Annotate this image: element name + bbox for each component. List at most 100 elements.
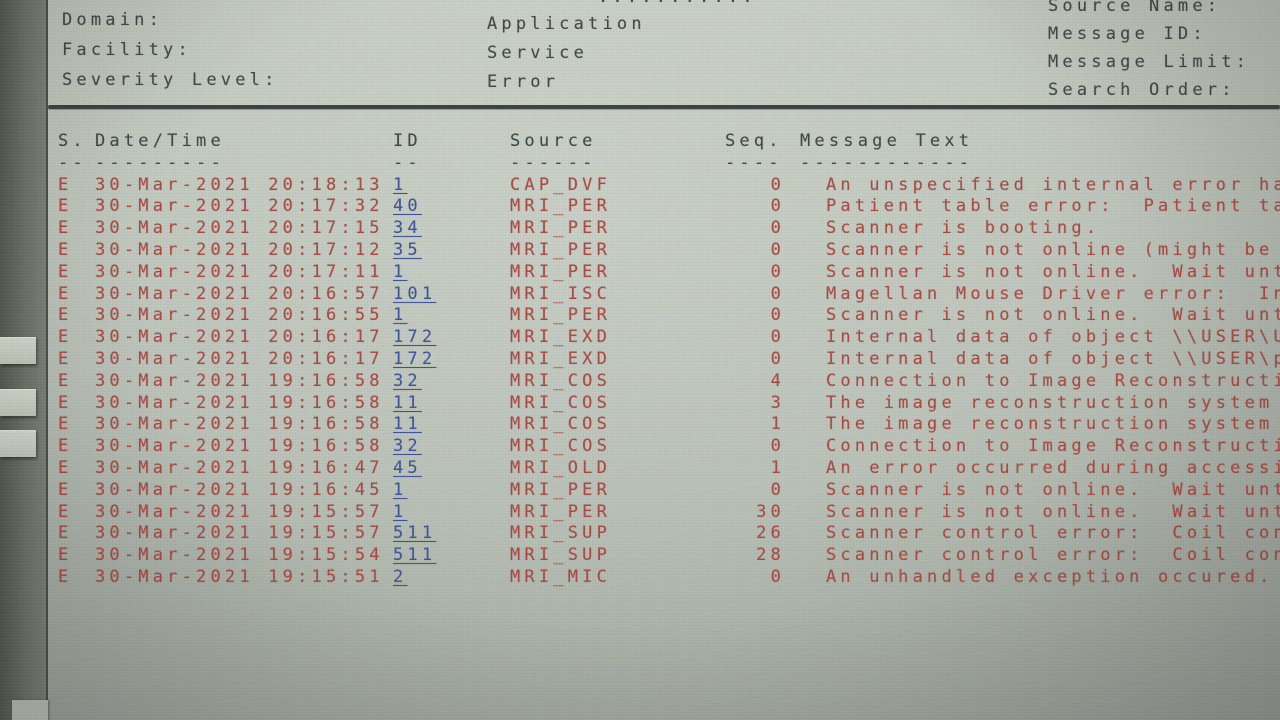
domain-value[interactable]: Application (487, 14, 646, 34)
message-id-label: Message ID: (1048, 24, 1207, 44)
severity-cell: E (58, 239, 73, 260)
severity-level-value[interactable]: Error (487, 72, 560, 92)
seq-cell: 28 (756, 545, 785, 566)
search-order-label: Search Order: (1048, 80, 1236, 100)
datetime-cell: 30-Mar-2021 20:16:55 (95, 305, 384, 326)
message-cell: Patient table error: Patient table p (826, 196, 1280, 217)
side-button-2[interactable] (0, 389, 36, 416)
seq-cell: 0 (770, 218, 785, 239)
datetime-cell: 30-Mar-2021 20:17:32 (95, 196, 384, 217)
message-id-link[interactable]: 34 (393, 218, 422, 239)
message-cell: Internal data of object \\USER\Upper (826, 327, 1280, 348)
source-cell: CAP_DVF (510, 174, 612, 195)
message-cell: Magellan Mouse Driver error: Interna (826, 283, 1280, 304)
severity-cell: E (58, 370, 73, 391)
message-id-link[interactable]: 32 (393, 370, 422, 391)
log-row: E 30-Mar-2021 19:15:57 511 MRI_SUP 26 Sc… (0, 523, 1280, 545)
seq-cell: 0 (770, 327, 785, 348)
log-row: E 30-Mar-2021 20:16:55 1 MRI_PER 0 Scann… (0, 305, 1280, 327)
seq-cell: 0 (770, 305, 785, 326)
message-id-link[interactable]: 172 (393, 327, 437, 348)
message-id-link[interactable]: 45 (393, 457, 422, 478)
log-table-header-underline: -- --------- -- ------ ---- ------------ (0, 153, 1280, 175)
facility-value[interactable]: Service (487, 43, 589, 63)
message-id-link[interactable]: 35 (393, 239, 422, 260)
source-cell: MRI_PER (510, 239, 612, 260)
source-cell: MRI_PER (510, 501, 612, 522)
dash-severity: -- (58, 152, 87, 173)
left-bezel (0, 0, 48, 720)
datetime-cell: 30-Mar-2021 19:16:58 (95, 436, 384, 457)
header-separator-line (48, 105, 1280, 109)
message-cell: Scanner is not online. Wait until bo (826, 305, 1280, 326)
datetime-cell: 30-Mar-2021 19:15:57 (95, 523, 384, 544)
bottom-left-bezel-corner (12, 700, 48, 720)
severity-cell: E (58, 348, 73, 369)
severity-cell: E (58, 196, 73, 217)
severity-cell: E (58, 327, 73, 348)
side-button-1[interactable] (0, 337, 36, 364)
seq-cell: 26 (756, 523, 785, 544)
message-id-link[interactable]: 11 (393, 392, 422, 413)
message-cell: Scanner is not online. Wait until bo (826, 501, 1280, 522)
severity-cell: E (58, 218, 73, 239)
datetime-cell: 30-Mar-2021 20:17:11 (95, 261, 384, 282)
message-id-link[interactable]: 1 (393, 501, 408, 522)
message-cell: The image reconstruction system is no (826, 392, 1274, 413)
severity-cell: E (58, 545, 73, 566)
col-header-severity: S. (58, 131, 87, 151)
source-cell: MRI_PER (510, 218, 612, 239)
datetime-cell: 30-Mar-2021 19:15:54 (95, 545, 384, 566)
datetime-cell: 30-Mar-2021 19:15:51 (95, 566, 384, 587)
log-row: E 30-Mar-2021 19:16:58 11 MRI_COS 1 The … (0, 414, 1280, 436)
message-id-link[interactable]: 32 (393, 436, 422, 457)
severity-cell: E (58, 479, 73, 500)
dash-id: -- (393, 152, 422, 173)
log-row: E 30-Mar-2021 20:16:57 101 MRI_ISC 0 Mag… (0, 284, 1280, 306)
message-cell: An error occurred during accessing db (826, 457, 1280, 478)
dash-message: ------------ (800, 152, 974, 173)
message-id-link[interactable]: 511 (393, 523, 437, 544)
log-row: E 30-Mar-2021 20:17:11 1 MRI_PER 0 Scann… (0, 262, 1280, 284)
severity-cell: E (58, 457, 73, 478)
log-row: E 30-Mar-2021 20:17:15 34 MRI_PER 0 Scan… (0, 218, 1280, 240)
log-table-header: S. Date/Time ID Source Seq. Message Text (0, 131, 1280, 153)
seq-cell: 0 (770, 174, 785, 195)
source-cell: MRI_SUP (510, 523, 612, 544)
message-id-link[interactable]: 11 (393, 414, 422, 435)
message-id-link[interactable]: 172 (393, 348, 437, 369)
log-row: E 30-Mar-2021 19:15:57 1 MRI_PER 30 Scan… (0, 502, 1280, 524)
severity-cell: E (58, 566, 73, 587)
message-id-link[interactable]: 1 (393, 174, 408, 195)
message-id-link[interactable]: 101 (393, 283, 437, 304)
message-id-link[interactable]: 2 (393, 566, 408, 587)
source-cell: MRI_COS (510, 414, 612, 435)
source-cell: MRI_EXD (510, 327, 612, 348)
dash-source: ------ (510, 152, 597, 173)
source-cell: MRI_EXD (510, 348, 612, 369)
message-id-link[interactable]: 1 (393, 305, 408, 326)
message-id-link[interactable]: 1 (393, 261, 408, 282)
datetime-cell: 30-Mar-2021 19:16:58 (95, 370, 384, 391)
source-cell: MRI_SUP (510, 545, 612, 566)
dash-datetime: --------- (95, 152, 225, 173)
datetime-cell: 30-Mar-2021 20:16:17 (95, 327, 384, 348)
severity-level-label: Severity Level: (62, 70, 279, 90)
side-button-3[interactable] (0, 430, 36, 457)
message-id-link[interactable]: 511 (393, 545, 437, 566)
datetime-cell: 30-Mar-2021 20:16:17 (95, 348, 384, 369)
message-id-link[interactable]: 40 (393, 196, 422, 217)
source-cell: MRI_ISC (510, 283, 612, 304)
severity-cell: E (58, 174, 73, 195)
clipped-top-text: ........... (598, 0, 757, 7)
datetime-cell: 30-Mar-2021 19:16:58 (95, 414, 384, 435)
seq-cell: 1 (770, 414, 785, 435)
col-header-message: Message Text (800, 131, 974, 151)
message-id-link[interactable]: 1 (393, 479, 408, 500)
log-row: E 30-Mar-2021 20:16:17 172 MRI_EXD 0 Int… (0, 349, 1280, 371)
col-header-seq: Seq. (725, 131, 783, 151)
seq-cell: 30 (756, 501, 785, 522)
log-row: E 30-Mar-2021 20:17:12 35 MRI_PER 0 Scan… (0, 240, 1280, 262)
severity-cell: E (58, 261, 73, 282)
datetime-cell: 30-Mar-2021 20:17:12 (95, 239, 384, 260)
